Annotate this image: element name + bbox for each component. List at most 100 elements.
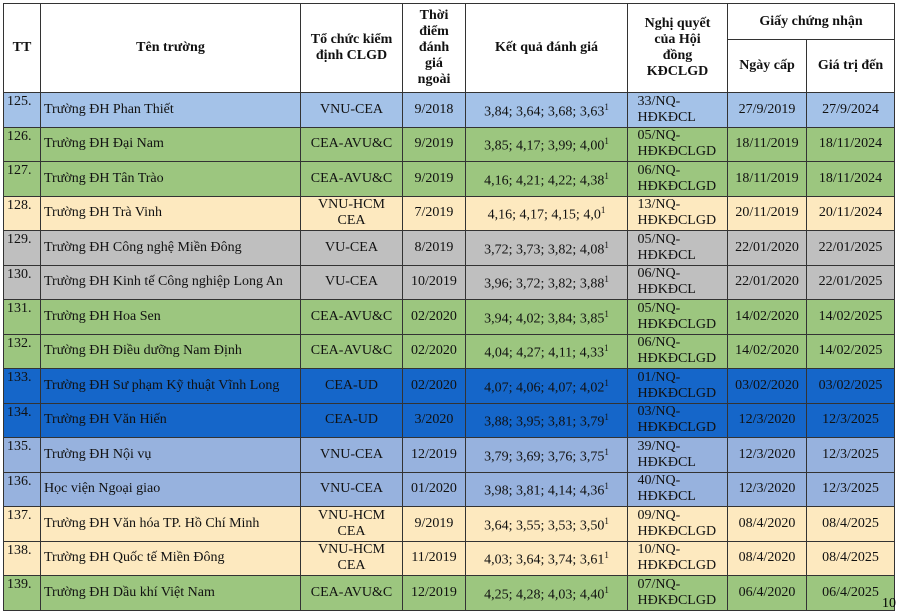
row-number: 138. [3,540,41,576]
result: 3,72; 3,73; 3,82; 4,08 [484,242,605,258]
row-number: 131. [3,299,41,335]
accreditor: CEA-AVU&C [300,126,403,162]
result-cell: 3,94; 4,02; 3,84; 3,851 [465,299,628,335]
school-name: Trường ĐH Văn Hiến [40,402,301,438]
accreditor: VNU-HCM CEA [300,195,403,231]
resolution: 07/NQ-HĐKĐCLGD [637,576,717,608]
row-number: 128. [3,195,41,231]
accreditor: VNU-CEA [300,437,403,473]
valid-until: 22/01/2025 [805,264,896,300]
result-cell: 3,98; 3,81; 4,14; 4,361 [465,471,628,507]
resolution-cell: 05/NQ-HĐKĐCLGD [627,126,728,162]
evaluation-date: 02/2020 [402,368,466,404]
accreditor: CEA-AVU&C [300,299,403,335]
result-cell: 4,04; 4,27; 4,11; 4,331 [465,333,628,369]
resolution-cell: 03/NQ-HĐKĐCLGD [627,402,728,438]
evaluation-date: 01/2020 [402,471,466,507]
result-cell: 3,79; 3,69; 3,76; 3,751 [465,437,628,473]
resolution-cell: 10/NQ-HĐKĐCLGD [627,540,728,576]
table-row: 125. Trường ĐH Phan Thiết VNU-CEA 9/2018 3,8… [3,92,896,128]
result-cell: 3,85; 4,17; 3,99; 4,001 [465,126,628,162]
result: 4,07; 4,06; 4,07; 4,02 [484,380,605,396]
evaluation-date: 9/2018 [402,92,466,128]
result: 3,88; 3,95; 3,81; 3,79 [484,415,605,431]
footnote: 1 [604,515,609,526]
row-number: 139. [3,575,41,611]
page-number: 10 [882,596,896,611]
resolution: 01/NQ-HĐKĐCLGD [637,369,717,401]
school-name: Trường ĐH Trà Vinh [40,195,301,231]
header-cell: Tổ chức kiểm định CLGD [300,3,403,93]
issued-date: 27/9/2019 [727,92,807,128]
result-cell: 4,16; 4,17; 4,15; 4,01 [465,195,628,231]
evaluation-date: 3/2020 [402,402,466,438]
evaluation-date: 9/2019 [402,126,466,162]
result: 4,04; 4,27; 4,11; 4,33 [484,346,605,362]
row-number: 137. [3,506,41,542]
result: 3,79; 3,69; 3,76; 3,75 [484,449,605,465]
footnote: 1 [604,239,609,250]
table-row: 126. Trường ĐH Đại Nam CEA-AVU&C 9/2019 3,85… [3,126,896,162]
issued-date: 18/11/2019 [727,126,807,162]
result-cell: 4,16; 4,21; 4,22; 4,381 [465,161,628,197]
header-cell: Kết quả đánh giá [465,3,628,93]
row-number: 136. [3,471,41,507]
footnote: 1 [604,584,609,595]
valid-until: 14/02/2025 [805,333,896,369]
valid-until: 08/4/2025 [805,540,896,576]
row-number: 127. [3,161,41,197]
footnote: 1 [604,274,609,285]
resolution: 06/NQ-HĐKĐCLGD [637,162,717,194]
valid-until: 18/11/2024 [805,161,896,197]
accreditor: CEA-AVU&C [300,333,403,369]
resolution: 33/NQ-HĐKĐCL [637,93,696,125]
header-cell: Giá trị đến [805,39,896,93]
resolution: 05/NQ-HĐKĐCLGD [637,128,717,160]
result: 4,03; 3,64; 3,74; 3,61 [484,553,605,569]
resolution: 10/NQ-HĐKĐCLGD [637,542,717,574]
resolution: 39/NQ-HĐKĐCL [637,438,696,470]
table-row: 130. Trường ĐH Kinh tế Công nghiệp Long A… [3,264,896,300]
row-number: 133. [3,368,41,404]
valid-until: 06/4/2025 [805,575,896,611]
resolution-cell: 06/NQ-HĐKĐCLGD [627,333,728,369]
valid-until: 27/9/2024 [805,92,896,128]
resolution: 06/NQ-HĐKĐCLGD [637,335,717,367]
footnote: 1 [604,446,609,457]
table-row: 135. Trường ĐH Nội vụ VNU-CEA 12/2019 3,79; … [3,437,896,473]
table-row: 134. Trường ĐH Văn Hiến CEA-UD 3/2020 3,88; … [3,402,896,438]
resolution-cell: 40/NQ-HĐKĐCL [627,471,728,507]
evaluation-date: 11/2019 [402,540,466,576]
table-row: 129. Trường ĐH Công nghệ Miền Đông VU-CEA 8… [3,230,896,266]
evaluation-date: 12/2019 [402,575,466,611]
resolution-cell: 05/NQ-HĐKĐCLGD [627,299,728,335]
resolution: 05/NQ-HĐKĐCL [637,231,696,263]
table-row: 136. Học viện Ngoại giao VNU-CEA 01/2020 3,9… [3,471,896,507]
valid-until: 22/01/2025 [805,230,896,266]
footnote: 1 [604,170,609,181]
footnote: 1 [604,101,609,112]
resolution: 09/NQ-HĐKĐCLGD [637,507,717,539]
result-cell: 3,64; 3,55; 3,53; 3,501 [465,506,628,542]
issued-date: 14/02/2020 [727,333,807,369]
row-number: 135. [3,437,41,473]
school-name: Học viện Ngoại giao [40,471,301,507]
header-cell: Tên trường [40,3,301,93]
result-cell: 4,07; 4,06; 4,07; 4,021 [465,368,628,404]
header-cell: Ngày cấp [727,39,807,93]
row-number: 129. [3,230,41,266]
resolution: 06/NQ-HĐKĐCL [637,266,696,298]
accreditor: VU-CEA [300,230,403,266]
result-cell: 3,96; 3,72; 3,82; 3,881 [465,264,628,300]
school-name: Trường ĐH Văn hóa TP. Hồ Chí Minh [40,506,301,542]
table-row: 137. Trường ĐH Văn hóa TP. Hồ Chí Minh VNU… [3,506,896,542]
row-number: 126. [3,126,41,162]
school-name: Trường ĐH Kinh tế Công nghiệp Long An [40,264,301,300]
issued-date: 03/02/2020 [727,368,807,404]
evaluation-date: 02/2020 [402,333,466,369]
evaluation-date: 9/2019 [402,161,466,197]
evaluation-date: 9/2019 [402,506,466,542]
table-row: 131. Trường ĐH Hoa Sen CEA-AVU&C 02/2020 3,9… [3,299,896,335]
result: 3,98; 3,81; 4,14; 4,36 [484,484,605,500]
result: 3,94; 4,02; 3,84; 3,85 [484,311,605,327]
